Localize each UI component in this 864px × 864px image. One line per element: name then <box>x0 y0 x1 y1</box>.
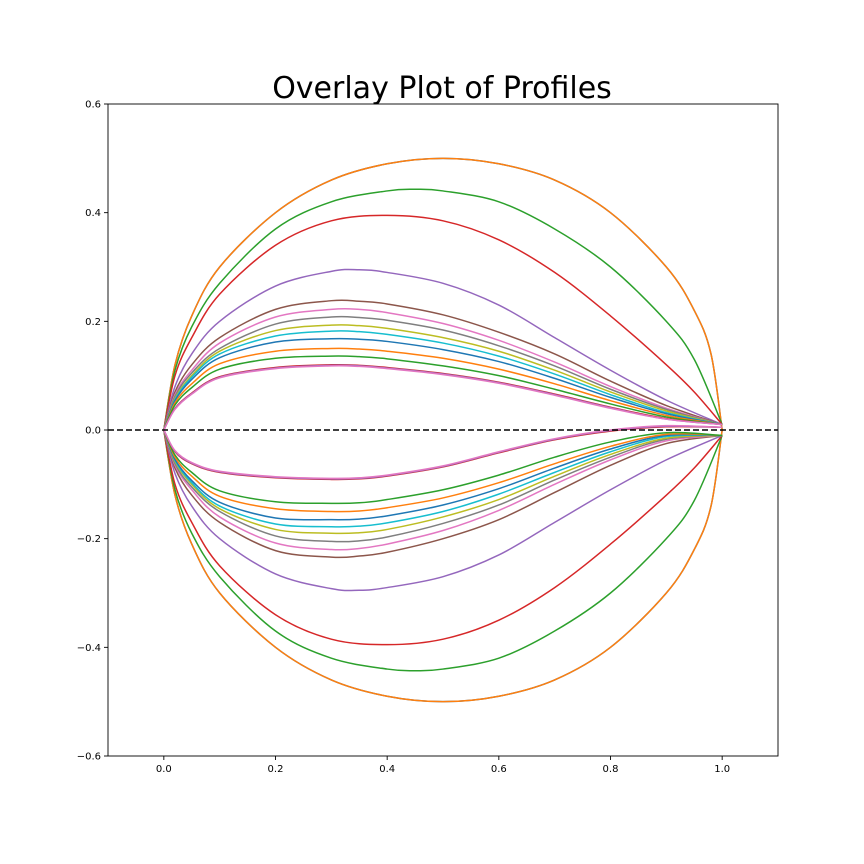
y-tick-label: −0.2 <box>77 534 101 545</box>
profile-11-lower-line <box>163 429 723 521</box>
plot-area <box>107 103 779 757</box>
profile-13-upper-line <box>163 355 723 431</box>
profile-7-upper-line <box>163 307 723 431</box>
profile-6-upper-line <box>163 299 723 431</box>
profile-3-lower-line <box>163 429 723 672</box>
profile-series-2 <box>163 157 723 703</box>
y-tick-label: 0.6 <box>85 100 101 111</box>
profile-series-5 <box>163 268 723 592</box>
profile-10-lower-line <box>163 429 723 528</box>
profile-11-upper-line <box>163 337 723 431</box>
y-axis: −0.6 −0.4 −0.2 0.0 0.2 0.4 0.6 <box>77 100 108 763</box>
profile-9-lower-line <box>163 429 723 535</box>
chart-title: Overlay Plot of Profiles <box>272 71 612 106</box>
x-tick-label: 0.4 <box>379 764 395 775</box>
profile-6-lower-line <box>163 429 723 559</box>
profile-series-10 <box>163 330 723 528</box>
profile-series-4 <box>163 214 723 646</box>
profile-series-3 <box>163 188 723 672</box>
x-tick-label: 0.6 <box>491 764 507 775</box>
series-layer <box>163 157 723 703</box>
profile-3-upper-line <box>163 188 723 431</box>
y-tick-label: 0.2 <box>85 317 101 328</box>
profile-2-lower-line <box>163 429 723 703</box>
profile-7-lower-line <box>163 429 723 551</box>
profile-series-8 <box>163 315 723 543</box>
profile-series-12 <box>163 347 723 513</box>
x-axis: 0.0 0.2 0.4 0.6 0.8 1.0 <box>156 756 730 775</box>
profile-8-upper-line <box>163 315 723 431</box>
profile-2-upper-line <box>163 157 723 431</box>
profile-series-11 <box>163 337 723 521</box>
profile-8-lower-line <box>163 429 723 543</box>
profile-series-7 <box>163 307 723 551</box>
y-tick-label: 0.0 <box>85 426 101 437</box>
profile-4-lower-line <box>163 429 723 646</box>
profile-12-upper-line <box>163 347 723 431</box>
profile-16-upper-line <box>163 365 723 431</box>
x-tick-label: 0.2 <box>268 764 284 775</box>
y-tick-label: 0.4 <box>85 208 101 219</box>
x-tick-label: 0.8 <box>603 764 619 775</box>
profile-series-13 <box>163 355 723 505</box>
profile-series-6 <box>163 299 723 559</box>
x-tick-label: 1.0 <box>714 764 730 775</box>
y-tick-label: −0.6 <box>77 752 101 763</box>
y-tick-label: −0.4 <box>77 643 101 654</box>
profile-4-upper-line <box>163 214 723 431</box>
profile-12-lower-line <box>163 429 723 513</box>
profile-5-lower-line <box>163 429 723 592</box>
profile-13-lower-line <box>163 429 723 505</box>
profile-series-9 <box>163 324 723 535</box>
profile-9-upper-line <box>163 324 723 431</box>
profile-10-upper-line <box>163 330 723 431</box>
profile-5-upper-line <box>163 268 723 431</box>
x-tick-label: 0.0 <box>156 764 172 775</box>
